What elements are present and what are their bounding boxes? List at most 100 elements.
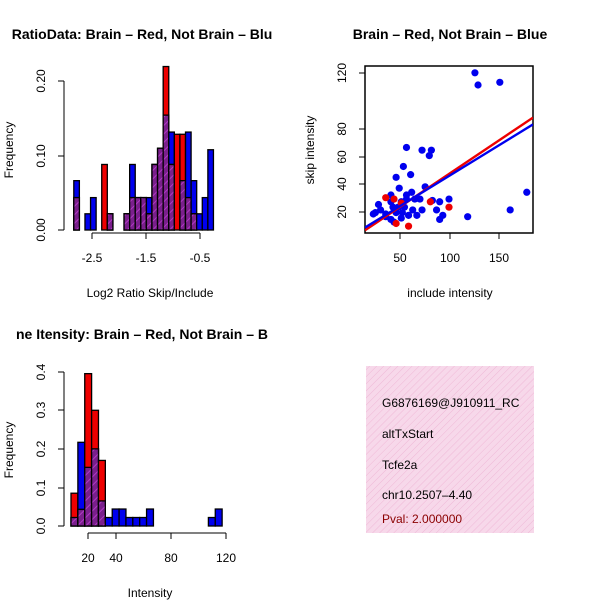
ratio-x-axis-label: Log2 Ratio Skip/Include (87, 286, 214, 300)
ratio-y-tick-label: 0.00 (34, 218, 48, 242)
intensity-x-axis-label: Intensity (128, 586, 173, 600)
ratio-bar-not-brain (84, 213, 92, 231)
ratio-x-tick-label: -0.5 (190, 251, 211, 265)
intensity-bar-not-brain (207, 516, 216, 527)
intensity-bar-not-brain (139, 516, 148, 527)
scatter-x-axis-label: include intensity (407, 286, 492, 300)
ratio-bar-overlap (134, 196, 142, 231)
scatter-point-not-brain (397, 214, 405, 222)
scatter-point-brain (392, 219, 400, 228)
ratio-bar-overlap (145, 213, 153, 231)
scatter-y-tick-label: 40 (335, 177, 349, 191)
info-event-type: altTxStart (382, 427, 434, 441)
ratio-axes: -2.5 -1.5 -0.5 0.00 0.10 0.20 (34, 69, 211, 265)
intensity-y-tick-label: 0.3 (34, 401, 48, 418)
intensity-axes: 20 40 80 120 0.0 0.1 0.2 0.3 0.4 (34, 363, 236, 565)
scatter-point-not-brain (464, 213, 472, 221)
intensity-y-tick-label: 0.0 (34, 517, 48, 534)
ratio-y-axis-label: Frequency (2, 122, 16, 179)
ratio-bar-overlap (184, 196, 192, 231)
info-probe-id: G6876169@J910911_RC (382, 396, 520, 410)
scatter-point-not-brain (506, 206, 514, 214)
intensity-bar-not-brain (214, 508, 223, 527)
ratio-bar-not-brain (196, 213, 203, 231)
scatter-x-tick-label: 100 (440, 251, 460, 265)
intensity-bar-not-brain (132, 516, 141, 527)
info-panel-background (366, 366, 534, 533)
scatter-point-not-brain (416, 195, 424, 203)
ratio-bar-brain (101, 163, 108, 231)
intensity-bar-not-brain (111, 508, 120, 527)
scatter-plot-frame (364, 65, 534, 234)
scatter-y-tick-label: 80 (335, 122, 349, 136)
intensity-bar-overlap (70, 516, 79, 527)
intensity-chart-title: ne Itensity: Brain – Red, Not Brain – B (16, 326, 268, 342)
scatter-point-brain (390, 195, 398, 203)
info-panel: G6876169@J910911_RC altTxStart Tcfe2a ch… (366, 366, 534, 533)
intensity-x-tick-label: 20 (81, 551, 95, 565)
scatter-point-not-brain (392, 173, 400, 181)
info-gene-name: Tcfe2a (382, 458, 418, 472)
ratio-bar-overlap (140, 196, 148, 231)
info-pval: Pval: 2.000000 (382, 512, 462, 526)
ratio-bar-overlap (156, 147, 164, 231)
intensity-bar-not-brain (145, 508, 155, 527)
ratio-bar-overlap (106, 213, 114, 231)
intensity-histogram-panel: ne Itensity: Brain – Red, Not Brain – B … (2, 326, 268, 600)
intensity-bar-overlap (97, 500, 106, 527)
scatter-y-tick-label: 20 (335, 205, 349, 219)
scatter-point-not-brain (523, 188, 531, 196)
scatter-point-not-brain (407, 171, 415, 179)
scatter-point-not-brain (445, 195, 453, 203)
scatter-point-brain (382, 194, 390, 202)
scatter-axes: 50 100 150 20 40 60 80 120 (335, 63, 509, 265)
ratio-x-tick-label: -1.5 (136, 251, 157, 265)
ratio-bar-brain (173, 133, 181, 231)
intensity-y-tick-label: 0.2 (34, 440, 48, 457)
info-locus: chr10.2507–4.40 (382, 488, 472, 502)
scatter-point-not-brain (436, 215, 444, 224)
scatter-panel: Brain – Red, Not Brain – Blue 50 100 150… (303, 26, 547, 300)
scatter-point-brain (426, 198, 434, 206)
scatter-y-tick-label: 120 (335, 63, 349, 83)
intensity-bars (70, 372, 223, 527)
scatter-point-not-brain (402, 143, 411, 152)
scatter-fit-line-not-brain (365, 123, 533, 229)
intensity-bar-overlap (77, 508, 86, 527)
intensity-y-axis-label: Frequency (2, 422, 16, 479)
ratio-bar-not-brain (207, 149, 215, 231)
ratio-y-tick-label: 0.20 (34, 69, 48, 93)
scatter-point-not-brain (404, 211, 413, 219)
ratio-bar-overlap (73, 196, 81, 231)
ratio-bar-not-brain (201, 196, 209, 231)
scatter-point-not-brain (408, 188, 416, 196)
ratio-bar-overlap (162, 114, 170, 231)
scatter-point-not-brain (418, 206, 426, 214)
scatter-point-not-brain (471, 69, 479, 77)
scatter-point-not-brain (399, 162, 407, 171)
ratio-histogram-panel: RatioData: Brain – Red, Not Brain – Blu … (2, 26, 272, 300)
intensity-x-tick-label: 40 (109, 551, 123, 565)
intensity-y-tick-label: 0.4 (34, 363, 48, 380)
scatter-chart-title: Brain – Red, Not Brain – Blue (353, 26, 548, 42)
ratio-bar-overlap (123, 213, 131, 231)
ratio-bar-overlap (151, 163, 159, 231)
ratio-chart-title: RatioData: Brain – Red, Not Brain – Blu (12, 26, 273, 42)
intensity-y-tick-label: 0.1 (34, 479, 48, 496)
scatter-point-brain (445, 203, 453, 211)
ratio-bar-overlap (190, 213, 198, 231)
intensity-bar-not-brain (125, 516, 134, 527)
scatter-marks (365, 69, 533, 232)
ratio-bar-overlap (168, 163, 175, 231)
ratio-y-tick-label: 0.10 (34, 144, 48, 168)
scatter-point-not-brain (418, 146, 426, 154)
intensity-bar-overlap (90, 448, 100, 527)
ratio-bar-overlap (179, 180, 187, 231)
scatter-point-not-brain (427, 146, 435, 154)
scatter-point-not-brain (371, 209, 379, 217)
scatter-point-not-brain (432, 206, 441, 214)
scatter-point-not-brain (436, 198, 444, 206)
ratio-bar-not-brain (89, 196, 97, 231)
scatter-point-not-brain (395, 184, 403, 192)
